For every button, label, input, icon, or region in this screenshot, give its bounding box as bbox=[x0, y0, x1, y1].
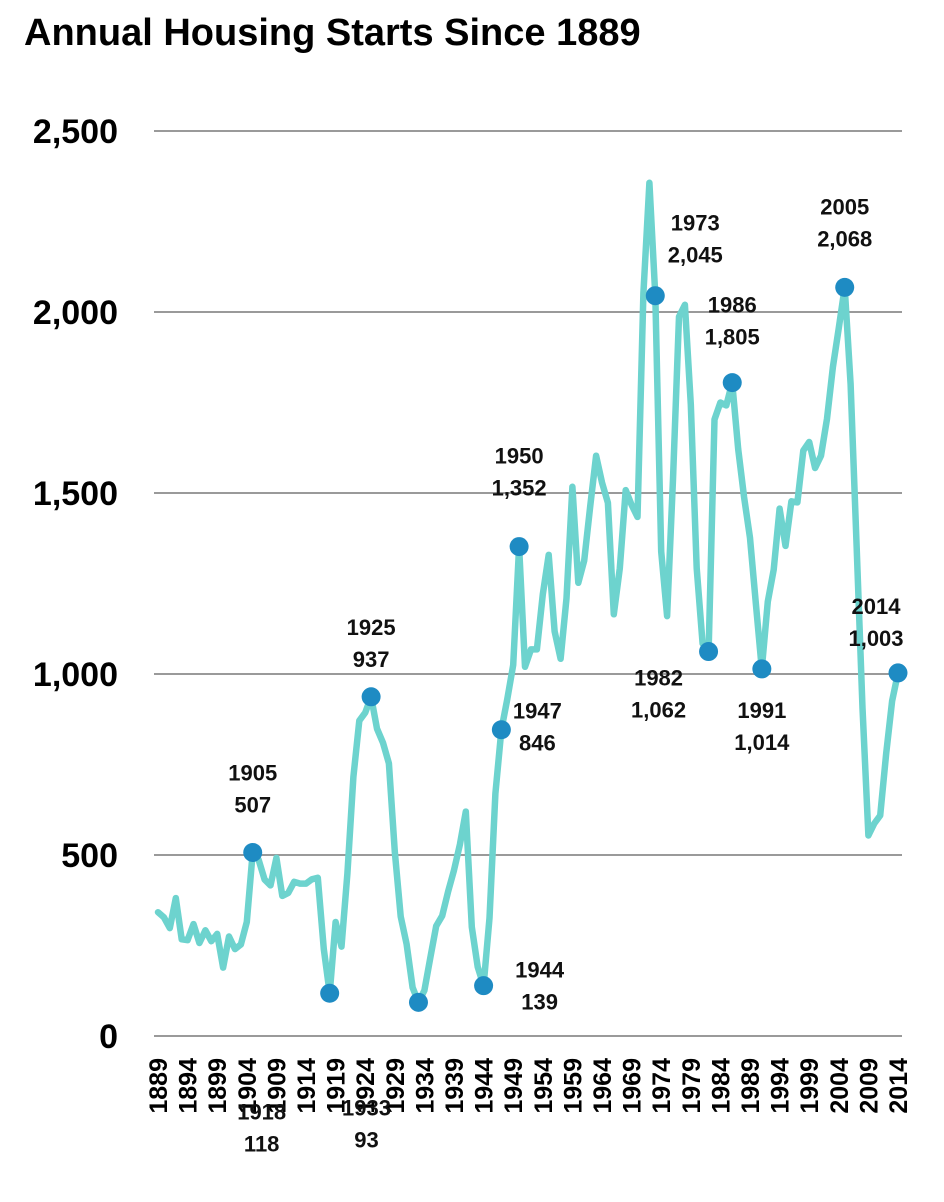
data-label-year: 1905 bbox=[228, 760, 277, 785]
highlight-markers bbox=[243, 277, 908, 1012]
highlight-marker bbox=[888, 663, 908, 683]
x-tick-label: 1959 bbox=[559, 1058, 587, 1114]
x-tick-label: 1894 bbox=[175, 1058, 203, 1114]
data-label-year: 1944 bbox=[515, 958, 565, 983]
y-tick-label: 0 bbox=[99, 1018, 118, 1056]
x-tick-label: 1994 bbox=[767, 1058, 795, 1114]
x-tick-label: 2014 bbox=[885, 1058, 913, 1114]
highlight-marker bbox=[474, 976, 494, 996]
x-tick-label: 1919 bbox=[323, 1058, 351, 1114]
data-label-value: 1,805 bbox=[705, 325, 760, 350]
x-tick-label: 1954 bbox=[530, 1058, 558, 1114]
x-tick-label: 1904 bbox=[234, 1058, 262, 1114]
x-tick-label: 1889 bbox=[145, 1058, 173, 1114]
x-tick-label: 1934 bbox=[411, 1058, 439, 1114]
highlight-marker bbox=[408, 992, 428, 1012]
data-label-year: 1950 bbox=[495, 444, 544, 469]
x-tick-label: 1984 bbox=[707, 1058, 735, 1114]
highlight-marker bbox=[645, 286, 665, 306]
x-tick-label: 1989 bbox=[737, 1058, 765, 1114]
data-label-year: 1933 bbox=[342, 1095, 391, 1120]
data-labels: 1905 507 1918 118 1925 937 1933 93 1944 139 1947 84… bbox=[228, 194, 903, 1156]
data-label-year: 1947 bbox=[513, 699, 562, 724]
y-tick-label: 1,500 bbox=[33, 475, 118, 513]
series-line-layer bbox=[154, 179, 902, 1006]
data-label-value: 1,014 bbox=[734, 730, 790, 755]
data-label-value: 93 bbox=[354, 1127, 378, 1152]
data-label-value: 507 bbox=[234, 792, 271, 817]
data-label-value: 846 bbox=[519, 731, 556, 756]
data-label-value: 2,045 bbox=[668, 243, 723, 268]
x-tick-label: 1979 bbox=[678, 1058, 706, 1114]
highlight-marker bbox=[491, 720, 511, 740]
data-label-year: 1982 bbox=[634, 666, 683, 691]
highlight-marker bbox=[320, 983, 340, 1003]
highlight-marker bbox=[835, 277, 855, 297]
data-label-year: 1918 bbox=[237, 1099, 286, 1124]
x-tick-label: 1969 bbox=[619, 1058, 647, 1114]
y-tick-label: 2,000 bbox=[33, 294, 118, 332]
data-label-value: 139 bbox=[521, 990, 558, 1015]
x-tick-label: 1944 bbox=[471, 1058, 499, 1114]
data-label-value: 937 bbox=[353, 647, 390, 672]
x-tick-label: 1929 bbox=[382, 1058, 410, 1114]
y-tick-label: 500 bbox=[61, 837, 118, 875]
data-label-year: 1925 bbox=[347, 615, 396, 640]
data-label-year: 1973 bbox=[671, 211, 720, 236]
x-tick-label: 1909 bbox=[263, 1058, 291, 1114]
y-tick-label: 2,500 bbox=[33, 113, 118, 151]
x-axis-tick-labels: 1889 1894 1899 1904 1909 1914 1919 1924 1929 1934… bbox=[145, 1058, 913, 1114]
chart-title: Annual Housing Starts Since 1889 bbox=[24, 12, 641, 54]
x-tick-label: 1964 bbox=[589, 1058, 617, 1114]
series-line bbox=[154, 179, 902, 1006]
data-label-year: 2005 bbox=[820, 194, 869, 219]
highlight-marker bbox=[722, 373, 742, 393]
y-axis-tick-labels: 0 500 1,000 1,500 2,000 2,500 bbox=[33, 113, 118, 1056]
data-label-year: 1986 bbox=[708, 293, 757, 318]
data-label-year: 1991 bbox=[737, 698, 786, 723]
data-label-value: 118 bbox=[244, 1131, 280, 1156]
data-label-value: 1,352 bbox=[492, 476, 547, 501]
data-label-year: 2014 bbox=[852, 594, 902, 619]
highlight-marker bbox=[752, 659, 772, 679]
highlight-marker bbox=[699, 642, 719, 662]
x-tick-label: 2004 bbox=[826, 1058, 854, 1114]
x-tick-label: 1924 bbox=[352, 1058, 380, 1114]
data-label-value: 1,062 bbox=[631, 698, 686, 723]
highlight-marker bbox=[243, 842, 263, 862]
x-tick-label: 1999 bbox=[796, 1058, 824, 1114]
data-label-value: 2,068 bbox=[817, 226, 872, 251]
x-tick-label: 1939 bbox=[441, 1058, 469, 1114]
highlight-marker bbox=[509, 537, 529, 557]
x-tick-label: 1899 bbox=[204, 1058, 232, 1114]
highlight-marker bbox=[361, 687, 381, 707]
gridlines bbox=[154, 130, 902, 1037]
y-tick-label: 1,000 bbox=[33, 656, 118, 694]
data-label-value: 1,003 bbox=[848, 626, 903, 651]
x-tick-label: 1974 bbox=[648, 1058, 676, 1114]
x-tick-label: 1914 bbox=[293, 1058, 321, 1114]
x-tick-label: 1949 bbox=[500, 1058, 528, 1114]
x-tick-label: 2009 bbox=[855, 1058, 883, 1114]
